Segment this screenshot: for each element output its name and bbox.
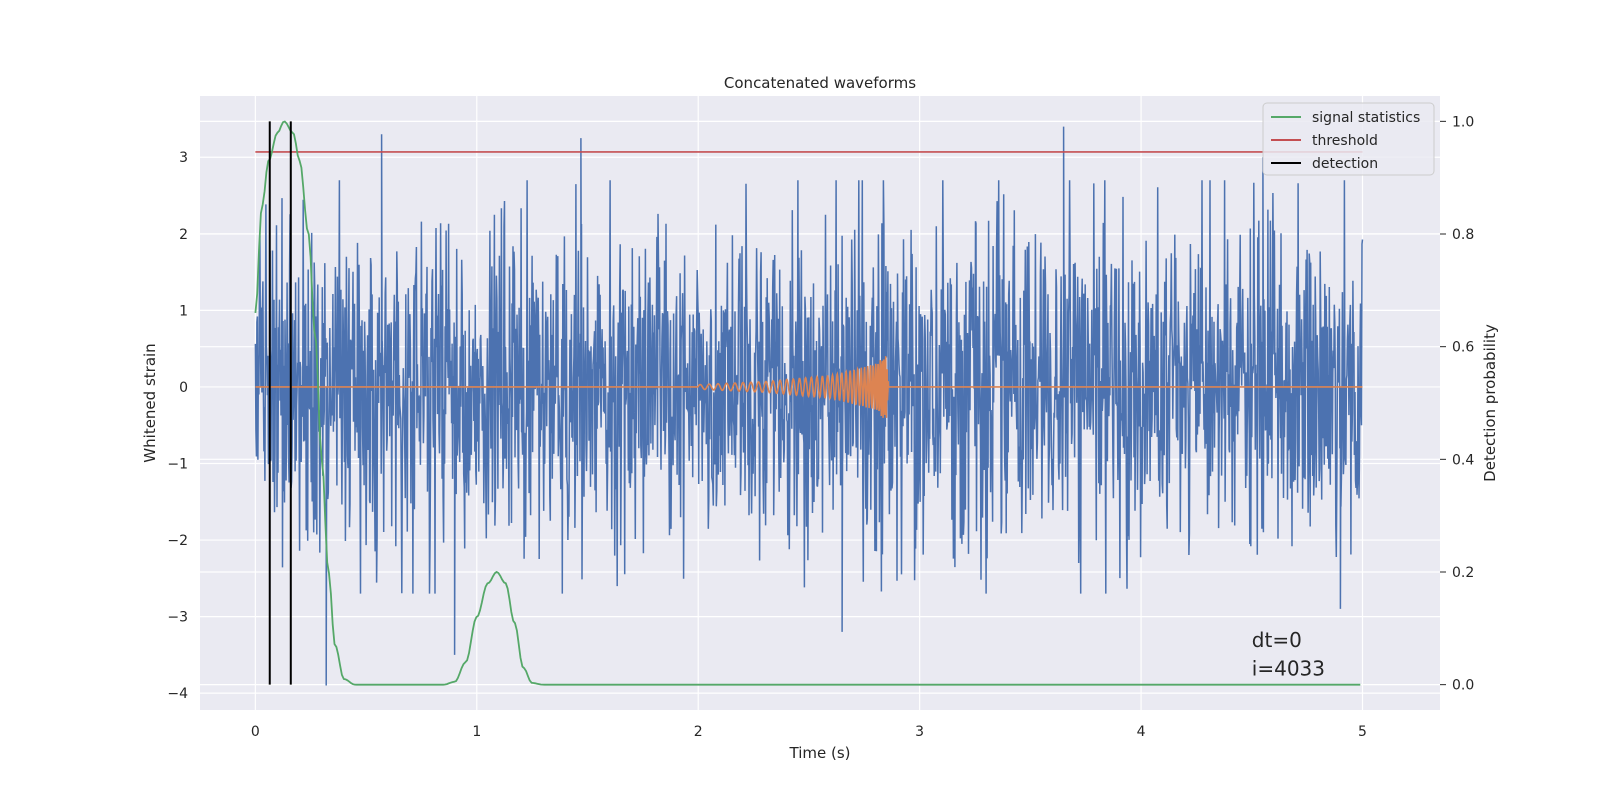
- x-tick-label: 5: [1358, 724, 1367, 740]
- legend-box: [1262, 102, 1435, 176]
- annotation-text: dt=0: [1252, 628, 1302, 652]
- series-chirp-line: [255, 356, 1363, 418]
- annotation-layer: dt=0 i=4033: [1252, 628, 1325, 680]
- y-tick-label-right: 0.6: [1452, 340, 1474, 356]
- legend-label: detection: [1312, 156, 1378, 172]
- y-tick-label-left: −1: [167, 456, 188, 472]
- y-tick-label-left: 2: [179, 227, 188, 243]
- legend-label: signal statistics: [1312, 110, 1420, 126]
- x-tick-label: 1: [472, 724, 481, 740]
- y-tick-label-right: 0.8: [1452, 227, 1474, 243]
- axes-layer: 0 1 2 3 4 5 −4 −3 −2 −1 0 1 2 3 0.0 0.2 0.4 0.6 0.8 1.0: [167, 114, 1474, 740]
- y-tick-label-right: 1.0: [1452, 114, 1474, 130]
- chart-title: Concatenated waveforms: [724, 74, 916, 92]
- y-tick-label-left: −2: [167, 533, 188, 549]
- x-tick-label: 4: [1137, 724, 1146, 740]
- y-axis-label-right: Detection probability: [1481, 324, 1499, 482]
- annotation-text: i=4033: [1252, 657, 1325, 681]
- series-signal-statistics-line: [254, 120, 1361, 686]
- legend-label: threshold: [1312, 133, 1378, 149]
- y-tick-label-left: 1: [179, 303, 188, 319]
- y-tick-label-right: 0.4: [1452, 452, 1474, 468]
- x-tick-label: 3: [915, 724, 924, 740]
- x-axis-label: Time (s): [789, 744, 851, 762]
- y-tick-label-left: −4: [167, 686, 188, 702]
- y-tick-label-right: 0.0: [1452, 678, 1474, 694]
- y-axis-label-left: Whitened strain: [141, 343, 159, 462]
- legend: signal statistics threshold detection: [1262, 102, 1435, 176]
- y-tick-label-right: 0.2: [1452, 565, 1474, 581]
- y-tick-label-left: 0: [179, 380, 188, 396]
- y-tick-label-left: −3: [167, 610, 188, 626]
- x-tick-label: 2: [694, 724, 703, 740]
- x-tick-label: 0: [251, 724, 260, 740]
- series-layer: [254, 120, 1364, 686]
- y-tick-label-left: 3: [179, 150, 188, 166]
